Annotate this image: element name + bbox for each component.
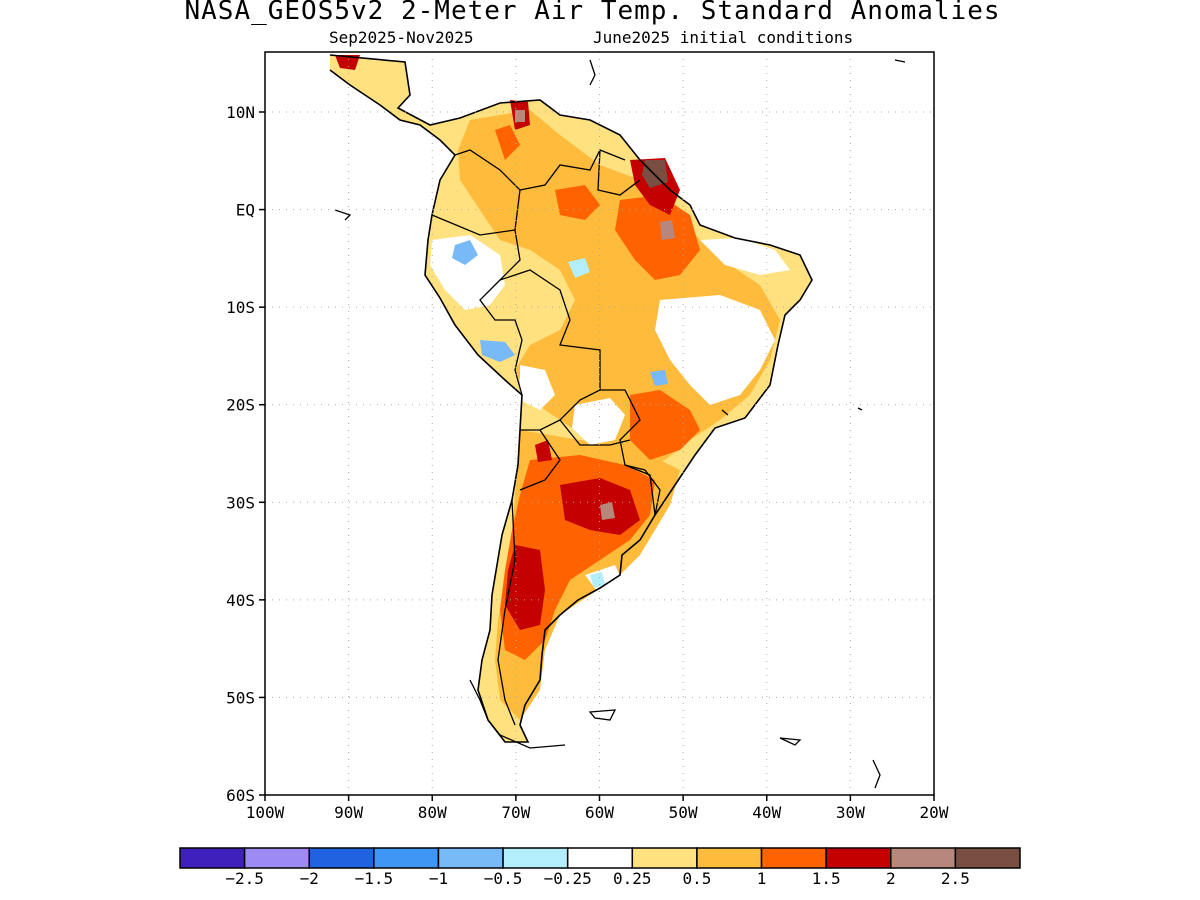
lat-tick-label: 10N xyxy=(226,103,255,122)
anomaly-region xyxy=(560,478,640,535)
lat-tick-label: 60S xyxy=(226,786,255,805)
lat-tick-label: EQ xyxy=(236,201,255,220)
anomaly-region xyxy=(568,258,590,278)
lon-tick-label: 90W xyxy=(334,803,363,822)
colorbar-swatch xyxy=(760,847,827,869)
colorbar-swatch xyxy=(890,847,957,869)
colorbar-swatch xyxy=(566,847,634,869)
colorbar-label: 0.25 xyxy=(613,869,652,888)
colorbar-swatch xyxy=(696,847,763,869)
anomaly-region xyxy=(452,240,478,265)
anomaly-region xyxy=(515,110,525,122)
colorbar-swatch xyxy=(308,847,375,869)
anomaly-region xyxy=(630,390,700,460)
colorbar-swatch xyxy=(825,847,892,869)
anomaly-region xyxy=(630,158,680,215)
lon-tick-label: 80W xyxy=(418,803,447,822)
colorbar-swatch xyxy=(631,847,698,869)
anomaly-region xyxy=(572,398,625,445)
colorbar-swatch xyxy=(179,847,246,869)
anomaly-region xyxy=(520,365,555,410)
country-borders xyxy=(431,149,661,726)
colorbar-label: 2 xyxy=(886,869,896,888)
colorbar-label: −0.25 xyxy=(544,869,592,888)
lon-tick-label: 60W xyxy=(585,803,614,822)
anomaly-region xyxy=(660,220,675,240)
colorbar-swatch xyxy=(502,847,569,869)
anomaly-region xyxy=(535,440,552,462)
anomaly-region xyxy=(600,502,615,520)
anomaly-region xyxy=(700,238,790,275)
lat-tick-label: 20S xyxy=(226,396,255,415)
anomaly-field xyxy=(330,55,812,742)
anomaly-region xyxy=(335,55,360,70)
colorbar-swatch xyxy=(243,847,310,869)
anomaly-region xyxy=(505,545,545,630)
coastline xyxy=(329,54,813,743)
colorbar-label: −1 xyxy=(429,869,448,888)
lon-tick-label: 20W xyxy=(920,803,949,822)
initial-conditions: June2025 initial conditions xyxy=(593,28,854,47)
lon-tick-label: 40W xyxy=(752,803,781,822)
islands xyxy=(334,59,906,789)
lat-tick-label: 40S xyxy=(226,591,255,610)
lon-tick-label: 30W xyxy=(836,803,865,822)
colorbar-label: 1.5 xyxy=(812,869,841,888)
colorbar-swatch xyxy=(954,847,1021,869)
map-title: NASA_GEOS5v2 2-Meter Air Temp. Standard … xyxy=(184,0,1001,26)
colorbar-label: −0.5 xyxy=(484,869,523,888)
anomaly-region xyxy=(555,185,600,220)
lon-tick-label: 70W xyxy=(501,803,530,822)
colorbar-label: 0.5 xyxy=(682,869,711,888)
colorbar-label: −1.5 xyxy=(355,869,394,888)
latitude-axis: 10N EQ 10S 20S 30S 40S 50S 60S xyxy=(226,103,265,805)
forecast-period: Sep2025-Nov2025 xyxy=(329,28,474,47)
lon-tick-label: 50W xyxy=(669,803,698,822)
colorbar-label: 1 xyxy=(757,869,767,888)
lat-tick-label: 10S xyxy=(226,298,255,317)
colorbar-label: −2 xyxy=(300,869,319,888)
longitude-axis: 100W 90W 80W 70W 60W 50W 40W 30W 20W xyxy=(246,795,949,822)
lon-tick-label: 100W xyxy=(246,803,285,822)
colorbar xyxy=(179,847,1021,869)
anomaly-region xyxy=(650,370,668,386)
anomaly-region xyxy=(430,235,505,310)
lat-tick-label: 30S xyxy=(226,493,255,512)
lat-tick-label: 50S xyxy=(226,688,255,707)
colorbar-label: −2.5 xyxy=(225,869,264,888)
colorbar-label: 2.5 xyxy=(941,869,970,888)
colorbar-swatch xyxy=(373,847,440,869)
anomaly-region xyxy=(655,295,775,405)
anomaly-region xyxy=(495,125,520,160)
anomaly-region xyxy=(590,572,605,588)
colorbar-labels: −2.5 −2 −1.5 −1 −0.5 −0.25 0.25 0.5 1 1.5 2 2.5 xyxy=(225,869,969,888)
colorbar-swatch xyxy=(437,847,504,869)
gridlines xyxy=(265,52,934,795)
anomaly-region xyxy=(480,340,515,362)
anomaly-region xyxy=(615,195,700,280)
